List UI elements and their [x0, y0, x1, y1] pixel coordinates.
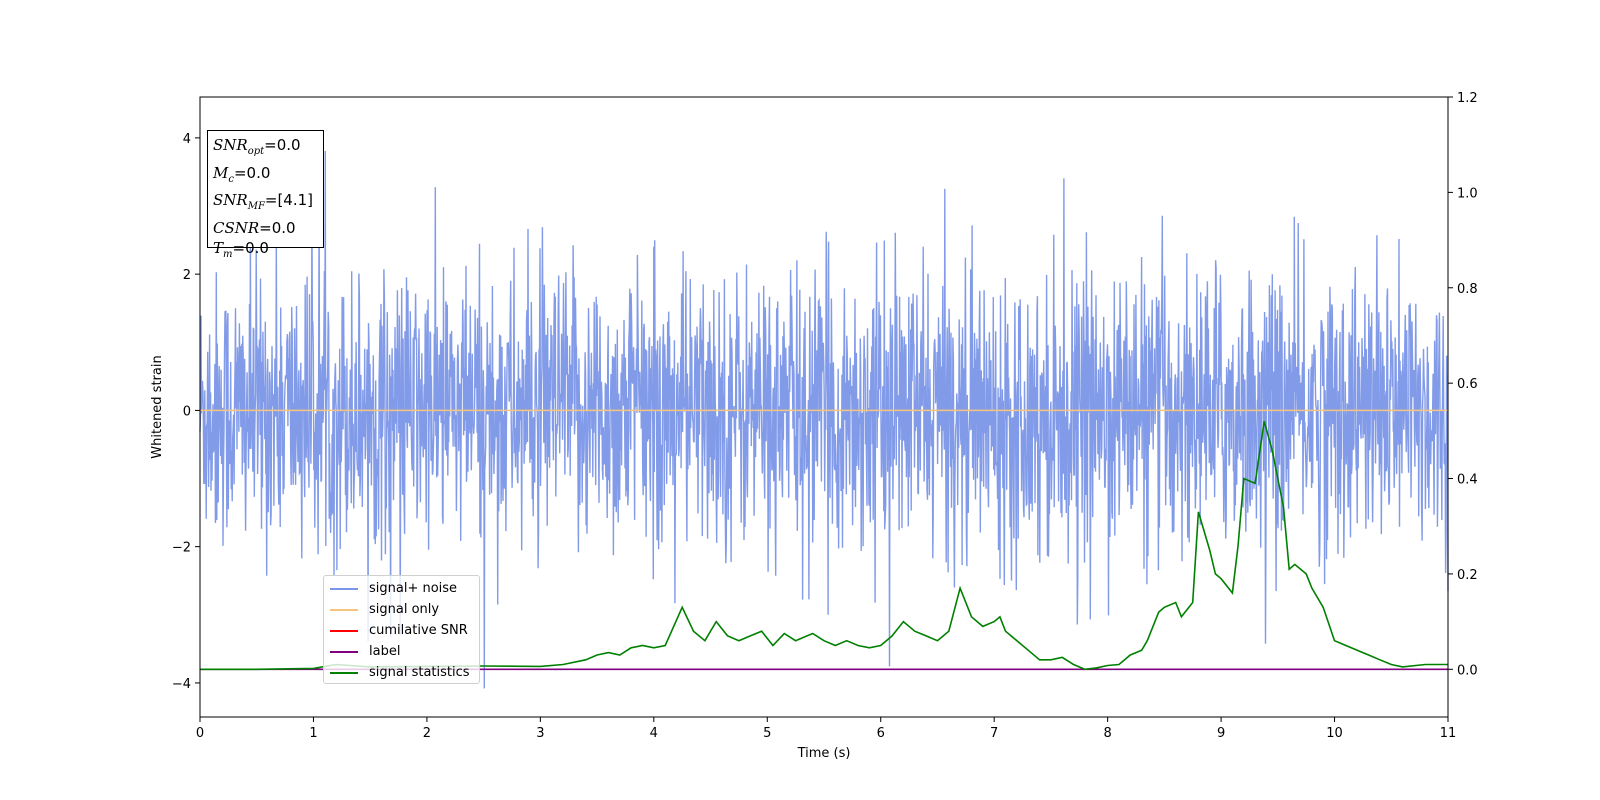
legend-swatch [330, 650, 358, 653]
x-tick-label: 11 [1440, 726, 1457, 741]
annotation-tm: Tm=0.0 [213, 239, 269, 260]
y-tick-label: 2 [183, 268, 191, 283]
legend-label: signal only [369, 602, 440, 617]
y2-tick-label: 0.6 [1457, 377, 1478, 392]
legend-swatch [330, 629, 358, 632]
legend-entry-signal-only: signal only [330, 599, 479, 620]
x-tick-label: 5 [763, 726, 771, 741]
x-tick-label: 10 [1326, 726, 1343, 741]
legend-label: cumilative SNR [369, 623, 468, 638]
annotation-csnr: CSNR=0.0 [213, 218, 296, 237]
y2-tick-label: 0.2 [1457, 568, 1478, 583]
legend: signal+ noise signal only cumilative SNR… [323, 575, 480, 684]
y2-tick-label: 0.0 [1457, 663, 1478, 678]
x-tick-label: 8 [1103, 726, 1111, 741]
y-tick-label: −2 [172, 541, 191, 556]
plot-frame [199, 96, 1449, 718]
annotation-mc: Mc=0.0 [213, 163, 271, 185]
y-tick-label: −4 [172, 677, 191, 692]
x-axis-label: Time (s) [797, 746, 851, 761]
signal-noise-series [199, 150, 1449, 689]
x-tick-label: 9 [1217, 726, 1225, 741]
signal-statistics-line [200, 421, 1448, 671]
legend-swatch [330, 587, 358, 590]
legend-label: label [369, 644, 401, 659]
x-tick-label: 3 [536, 726, 544, 741]
y-axis-label: Whitened strain [150, 355, 165, 458]
y-tick-label: 4 [183, 132, 191, 147]
legend-label: signal+ noise [369, 581, 458, 596]
legend-swatch [330, 608, 358, 611]
y2-tick-label: 1.2 [1457, 91, 1478, 106]
x-tick-label: 4 [650, 726, 658, 741]
y2-tick-label: 0.8 [1457, 282, 1478, 297]
signal-noise-line [199, 150, 1449, 689]
legend-label: signal statistics [369, 665, 470, 680]
legend-swatch [330, 671, 358, 674]
x-tick-label: 2 [423, 726, 431, 741]
y2-tick-label: 1.0 [1457, 186, 1478, 201]
legend-entry-signal-statistics: signal statistics [330, 662, 479, 683]
x-tick-label: 6 [877, 726, 885, 741]
x-tick-label: 0 [196, 726, 204, 741]
legend-entry-label: label [330, 641, 479, 662]
x-tick-label: 1 [309, 726, 317, 741]
legend-entry-cumilative-snr: cumilative SNR [330, 620, 479, 641]
y-tick-label: 0 [183, 404, 191, 419]
y2-tick-label: 0.4 [1457, 473, 1478, 488]
annotation-box: SNRopt=0.0 Mc=0.0 SNRMF=[4.1] CSNR=0.0 T… [207, 130, 324, 260]
annotation-snr-mf: SNRMF=[4.1] [213, 191, 314, 212]
legend-entry-signal-noise: signal+ noise [330, 578, 479, 599]
x-tick-label: 7 [990, 726, 998, 741]
annotation-snr-opt: SNRopt=0.0 [213, 136, 301, 157]
